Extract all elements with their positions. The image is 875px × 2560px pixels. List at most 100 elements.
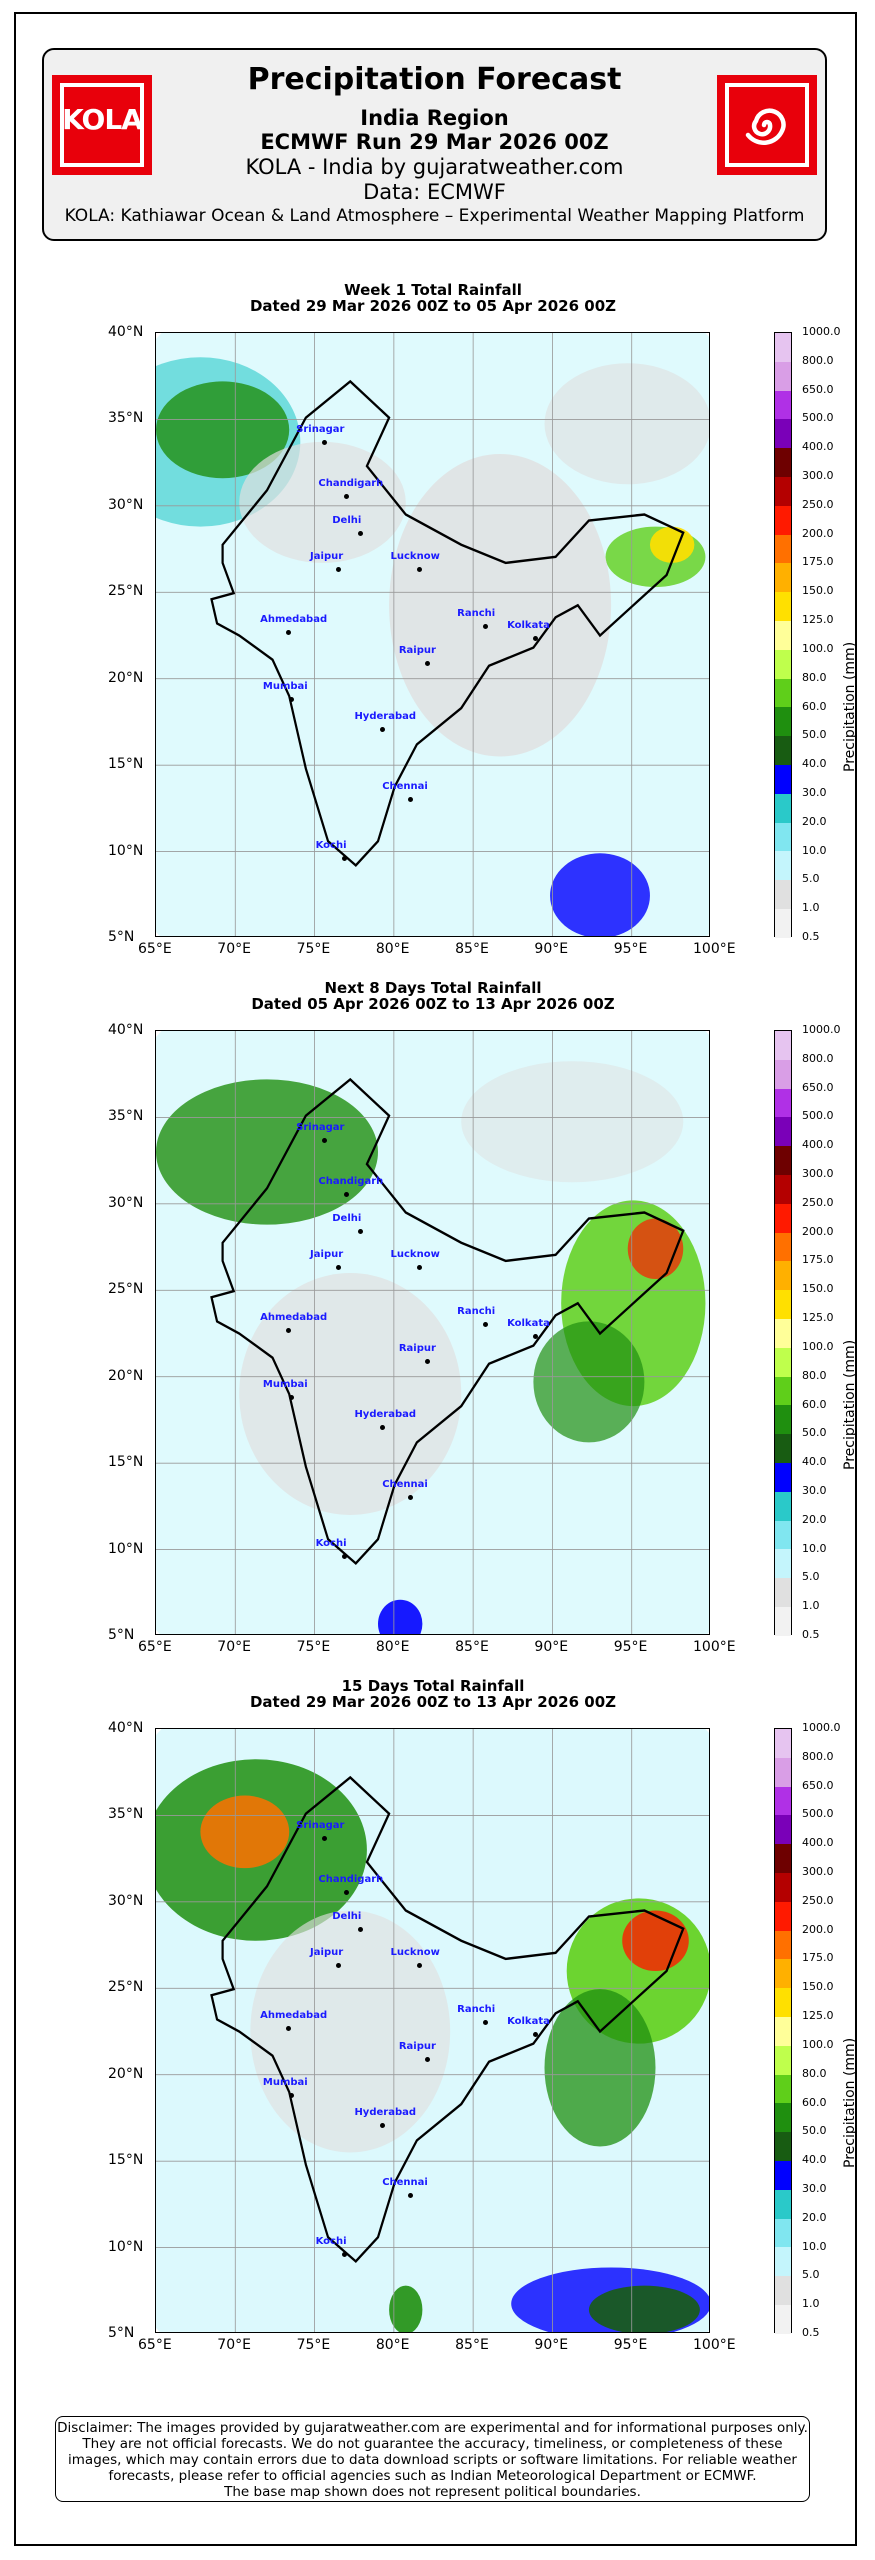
colorbar-level-label: 30.0 <box>802 785 827 799</box>
colorbar-segment <box>775 1117 791 1147</box>
colorbar-level-label: 1000.0 <box>802 325 841 338</box>
city-dot <box>408 1494 414 1500</box>
colorbar-segment <box>775 1729 791 1758</box>
city-label: Chennai <box>382 780 428 792</box>
lat-tick-label: 20°N <box>108 2065 144 2082</box>
colorbar-segment <box>775 1059 791 1089</box>
colorbar-level-label: 150.0 <box>802 1282 834 1296</box>
rainfall-area <box>544 1989 656 2147</box>
city-label: Ranchi <box>457 1306 496 1318</box>
lat-tick-label: 5°N <box>108 929 135 945</box>
colorbar-level-label: 800.0 <box>802 353 834 367</box>
colorbar-level-label: 200.0 <box>802 526 834 540</box>
rainfall-panel: Week 1 Total Rainfall Dated 29 Mar 2026 0… <box>0 282 875 962</box>
colorbar-level-label: 175.0 <box>802 555 834 569</box>
rainfall-panel: Next 8 Days Total Rainfall Dated 05 Apr 2… <box>0 980 875 1660</box>
colorbar-segment <box>775 1174 791 1204</box>
colorbar-segment <box>775 476 791 506</box>
city-label: Ranchi <box>457 608 496 620</box>
colorbar-level-label: 200.0 <box>802 1922 834 1936</box>
lat-tick-label: 10°N <box>108 1540 144 1557</box>
city-label: Delhi <box>332 1910 362 1922</box>
city-dot <box>288 1394 294 1400</box>
city-label: Kolkata <box>507 1318 550 1330</box>
rainfall-area <box>250 1910 451 2153</box>
lon-tick-label: 65°E <box>138 2337 172 2353</box>
colorbar-segment <box>775 2132 791 2161</box>
country-border <box>210 379 685 868</box>
colorbar-level-label: 250.0 <box>802 497 834 511</box>
city-dot <box>358 1926 364 1932</box>
lat-tick-label: 25°N <box>108 1979 144 1996</box>
lat-tick-label: 5°N <box>108 2325 135 2341</box>
colorbar-segment <box>775 1988 791 2017</box>
colorbar-segment <box>775 2189 791 2219</box>
lat-tick-label: 40°N <box>108 324 144 340</box>
city-label: Delhi <box>332 514 362 526</box>
city-dot <box>341 1554 347 1560</box>
colorbar-segment <box>775 678 791 708</box>
city-label: Lucknow <box>390 1248 440 1260</box>
colorbar-level-label: 50.0 <box>802 728 827 742</box>
colorbar-level-label: 50.0 <box>802 1426 827 1440</box>
colorbar-level-label: 40.0 <box>802 2153 827 2167</box>
city-dot <box>288 2092 294 2098</box>
city-label: Ahmedabad <box>260 1312 328 1324</box>
colorbar-segment <box>775 851 791 881</box>
platform-label: KOLA: Kathiawar Ocean & Land Atmosphere … <box>64 206 805 226</box>
city-dot <box>533 1334 539 1340</box>
lat-tick-label: 15°N <box>108 2152 144 2169</box>
colorbar-level-label: 300.0 <box>802 469 834 483</box>
colorbar-segment <box>775 1786 791 1816</box>
colorbar-level-label: 30.0 <box>802 2181 827 2195</box>
colorbar-segment <box>775 2160 791 2190</box>
colorbar-level-label: 40.0 <box>802 757 827 771</box>
colorbar-segment <box>775 2304 791 2334</box>
colorbar-segment <box>775 1462 791 1492</box>
city-label: Chandigarh <box>318 1176 384 1188</box>
city-label: Srinagar <box>296 1819 345 1831</box>
rainfall-area <box>389 454 612 757</box>
city-dot <box>358 530 364 536</box>
city-label: Chandigarh <box>318 478 384 490</box>
lon-tick-label: 70°E <box>217 1639 251 1655</box>
city-dot <box>424 2056 430 2062</box>
city-label: Kochi <box>315 2236 347 2248</box>
lon-tick-label: 70°E <box>217 941 251 957</box>
lon-tick-label: 85°E <box>455 2337 489 2353</box>
colorbar-segment <box>775 1405 791 1435</box>
colorbar-segment <box>775 2218 791 2248</box>
colorbar-level-label: 80.0 <box>802 670 827 684</box>
country-border <box>210 1775 685 2264</box>
disclaimer-box: Disclaimer: The images provided by gujar… <box>55 2416 810 2502</box>
city-label: Srinagar <box>296 1121 345 1133</box>
city-dot <box>286 2026 292 2032</box>
colorbar-level-label: 650.0 <box>802 382 834 396</box>
city-dot <box>483 2020 489 2026</box>
colorbar-title: Precipitation (mm) <box>842 1339 858 1470</box>
lon-tick-label: 75°E <box>296 2337 331 2353</box>
colorbar-segment <box>775 1261 791 1291</box>
colorbar-level-label: 300.0 <box>802 1167 834 1181</box>
disclaimer-line: images, which may contain errors due to … <box>68 2452 797 2468</box>
city-dot <box>344 494 350 500</box>
city-dot <box>408 2192 414 2198</box>
lon-tick-label: 100°E <box>693 2337 736 2353</box>
lat-tick-label: 10°N <box>108 842 144 859</box>
panel-title: Next 8 Days Total Rainfall <box>324 979 542 997</box>
colorbar-segment <box>775 448 791 477</box>
city-dot <box>341 856 347 862</box>
page-title: Precipitation Forecast <box>247 62 622 97</box>
colorbar-segment <box>775 1434 791 1463</box>
colorbar-level-label: 500.0 <box>802 1807 834 1821</box>
city-label: Lucknow <box>390 1946 440 1958</box>
city-dot <box>483 1322 489 1328</box>
city-dot <box>533 636 539 642</box>
lat-tick-label: 20°N <box>108 1367 144 1384</box>
rainfall-area <box>649 526 695 563</box>
colorbar-level-label: 60.0 <box>802 699 827 713</box>
city-label: Chennai <box>382 2176 428 2188</box>
colorbar-segment <box>775 1232 791 1262</box>
city-dot <box>341 2252 347 2258</box>
city-dot <box>424 1358 430 1364</box>
